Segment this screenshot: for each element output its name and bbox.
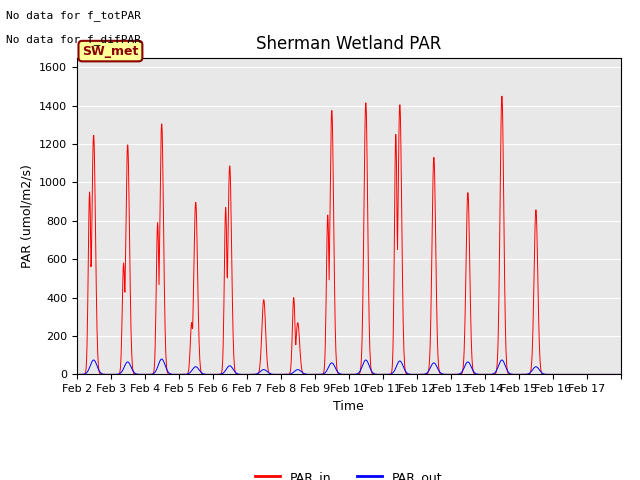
Line: PAR_in: PAR_in <box>77 96 621 374</box>
PAR_out <box>611 372 618 377</box>
PAR_in <box>611 372 618 377</box>
Y-axis label: PAR (umol/m2/s): PAR (umol/m2/s) <box>20 164 33 268</box>
Text: No data for f_totPAR: No data for f_totPAR <box>6 10 141 21</box>
PAR_in <box>324 216 332 222</box>
PAR_out <box>324 364 332 370</box>
PAR_in <box>557 372 565 377</box>
PAR_in <box>617 372 625 377</box>
Title: Sherman Wetland PAR: Sherman Wetland PAR <box>256 35 442 53</box>
Text: No data for f_difPAR: No data for f_difPAR <box>6 34 141 45</box>
PAR_out <box>557 372 565 377</box>
Line: PAR_out: PAR_out <box>77 359 621 374</box>
PAR_out <box>335 370 342 376</box>
PAR_in <box>335 371 342 377</box>
Legend: PAR_in, PAR_out: PAR_in, PAR_out <box>250 466 447 480</box>
PAR_out <box>549 372 557 377</box>
PAR_out <box>157 356 165 362</box>
PAR_in <box>498 94 506 99</box>
PAR_in <box>549 372 557 377</box>
PAR_in <box>158 121 166 127</box>
X-axis label: Time: Time <box>333 400 364 413</box>
PAR_out <box>477 372 485 377</box>
PAR_out <box>158 356 166 362</box>
PAR_in <box>477 372 484 377</box>
PAR_out <box>73 372 81 377</box>
PAR_out <box>617 372 625 377</box>
PAR_in <box>73 372 81 377</box>
Text: SW_met: SW_met <box>82 45 139 58</box>
